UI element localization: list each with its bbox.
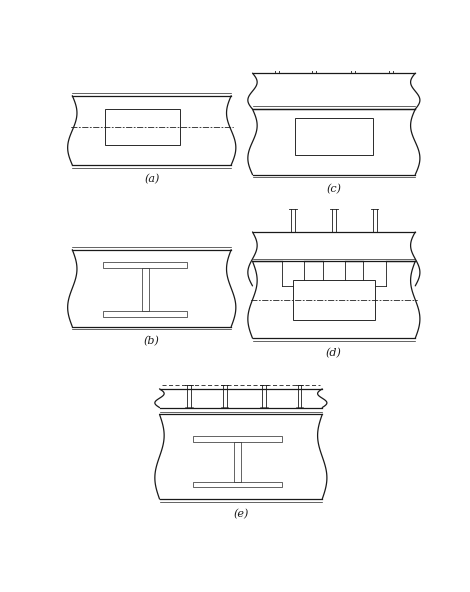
Text: (e): (e): [233, 509, 249, 520]
Text: (a): (a): [144, 174, 159, 185]
Bar: [103, 262, 188, 268]
Bar: [234, 442, 241, 481]
Bar: [193, 481, 282, 487]
Text: (b): (b): [144, 336, 160, 346]
Bar: [105, 109, 180, 145]
Bar: [295, 118, 373, 155]
Text: (d): (d): [326, 348, 342, 358]
Bar: [293, 279, 375, 320]
Bar: [103, 311, 188, 317]
Bar: [193, 436, 282, 442]
Bar: [142, 268, 149, 311]
Text: (c): (c): [326, 184, 341, 194]
